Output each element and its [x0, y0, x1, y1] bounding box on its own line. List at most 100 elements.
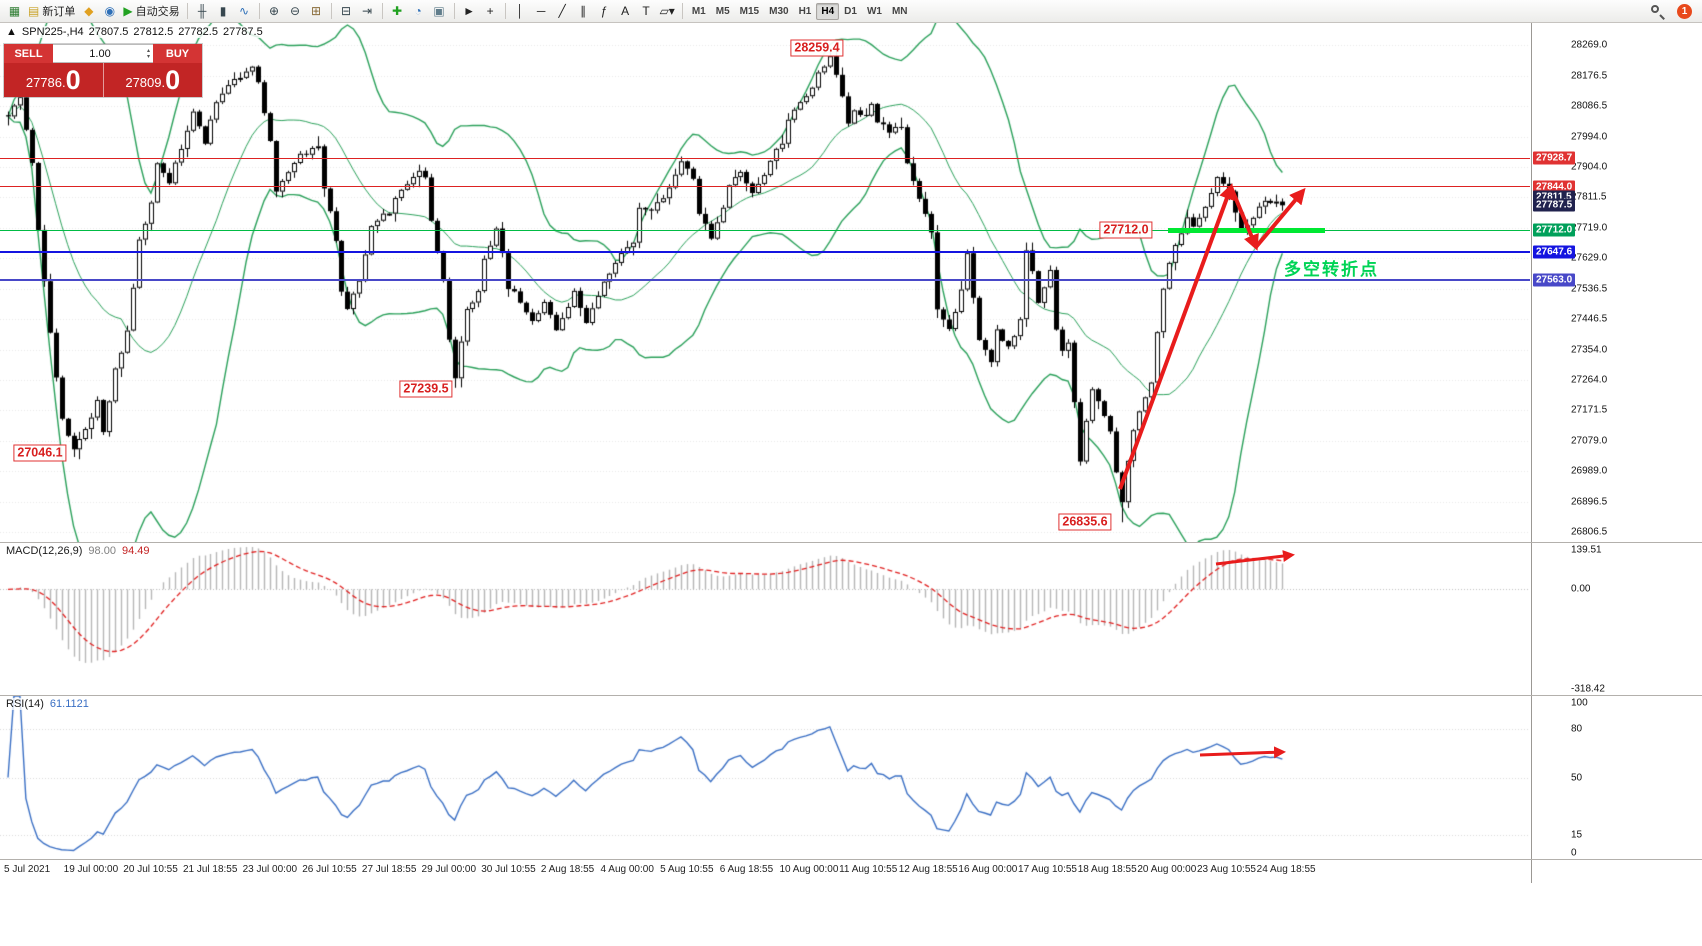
timeframe-mn[interactable]: MN: [891, 5, 908, 17]
price-hline[interactable]: [0, 229, 1530, 231]
time-axis-label: 30 Jul 10:55: [481, 864, 536, 875]
price-tag: 27844.0: [1533, 180, 1576, 193]
trendline-icon[interactable]: ╱: [553, 2, 572, 21]
timeframe-m15[interactable]: M15: [739, 5, 760, 17]
time-axis[interactable]: 5 Jul 2021 19 Jul 00:00 20 Jul 10:55 21 Jul…: [0, 860, 1530, 880]
timeframe-h1[interactable]: H1: [798, 5, 812, 17]
scale-label: 28176.5: [1571, 70, 1608, 82]
cursor-icon[interactable]: ►: [460, 2, 479, 21]
price-label-annotation[interactable]: 27712.0: [1099, 221, 1153, 239]
add-indicator-icon[interactable]: ✚: [388, 2, 407, 21]
market-watch-icon: ◉: [104, 4, 116, 18]
zoom-in-icon[interactable]: ⊕: [265, 2, 284, 21]
time-axis-label: 18 Aug 18:55: [1077, 864, 1137, 875]
chart-shift-icon[interactable]: ⇥: [358, 2, 377, 21]
text-icon[interactable]: A: [616, 2, 635, 21]
crosshair-icon[interactable]: +: [481, 2, 500, 21]
autotrading-button[interactable]: ▶ 自动交易: [121, 2, 181, 21]
scale-label: 0: [1571, 847, 1577, 859]
time-axis-label: 23 Aug 10:55: [1197, 864, 1256, 875]
label-icon[interactable]: T: [637, 2, 656, 21]
timeframe-w1[interactable]: W1: [866, 5, 882, 17]
buy-price-button[interactable]: 27809. 0: [102, 63, 203, 97]
market-watch-icon[interactable]: ◉: [100, 2, 119, 21]
new-chart-icon[interactable]: ▦: [5, 2, 24, 21]
line-chart-icon[interactable]: ∿: [235, 2, 254, 21]
channel-icon: ∥: [580, 4, 587, 18]
support-zone-line[interactable]: [1168, 227, 1325, 233]
time-axis-label: 21 Jul 18:55: [182, 864, 238, 875]
search-icon[interactable]: [1650, 4, 1665, 20]
tile-windows-icon: ⊞: [311, 4, 322, 18]
price-label-annotation[interactable]: 28259.4: [790, 39, 844, 57]
rsi-title: RSI(14): [6, 698, 44, 710]
auto-arrange-icon[interactable]: ⊟: [337, 2, 356, 21]
timeframe-m30[interactable]: M30: [769, 5, 789, 17]
notification-badge[interactable]: 1: [1677, 3, 1692, 19]
candlestick-chart-icon[interactable]: ▮: [214, 2, 233, 21]
volume-stepper[interactable]: 1.00 ▴ ▾: [53, 44, 153, 63]
fibonacci-icon[interactable]: ƒ: [595, 2, 614, 21]
autotrading-button-label: 自动交易: [135, 6, 180, 18]
time-axis-label: 20 Jul 10:55: [123, 864, 178, 875]
timeframe-d1[interactable]: D1: [844, 5, 857, 17]
price-label-annotation[interactable]: 26835.6: [1058, 513, 1112, 531]
price-tag: 27647.6: [1533, 245, 1576, 259]
price-hline[interactable]: [0, 279, 1530, 282]
macd-canvas[interactable]: [0, 543, 1530, 695]
save-picture-icon[interactable]: ▣: [430, 2, 449, 21]
macd-main-value: 98.00: [88, 545, 116, 557]
panel-divider[interactable]: [0, 542, 1702, 543]
candlestick-chart-icon: ▮: [219, 4, 227, 18]
scale-label: 0.00: [1571, 583, 1591, 595]
time-axis-label: 12 Aug 18:55: [898, 864, 958, 875]
text-icon: A: [621, 4, 630, 18]
horizontal-line-icon[interactable]: ─: [532, 2, 551, 21]
rsi-label: RSI(14) 61.1121: [4, 698, 91, 710]
scale-label: 26896.5: [1571, 496, 1608, 508]
sell-button[interactable]: SELL: [4, 44, 53, 63]
bar-chart-icon[interactable]: ╫: [193, 2, 212, 21]
time-axis-label: 19 Jul 00:00: [63, 864, 119, 875]
price-tag: 27787.5: [1533, 198, 1576, 212]
time-axis-label: 10 Aug 00:00: [779, 864, 839, 875]
timeframe-m1[interactable]: M1: [691, 5, 706, 17]
pivot-annotation[interactable]: 多空转折点: [1284, 260, 1379, 279]
price-hline[interactable]: [0, 186, 1530, 187]
scale-label: 80: [1571, 723, 1583, 735]
price-label-annotation[interactable]: 27046.1: [13, 444, 67, 462]
panel-divider[interactable]: [0, 695, 1702, 696]
scale-label: 27446.5: [1571, 313, 1608, 325]
timeframe-m5[interactable]: M5: [715, 5, 730, 17]
shapes-icon[interactable]: ▱▾: [658, 2, 677, 21]
mql5-community-icon[interactable]: ◆: [79, 2, 98, 21]
volume-spin-arrows[interactable]: ▴ ▾: [146, 47, 150, 60]
price-hline[interactable]: [0, 250, 1530, 253]
add-indicator-icon: ✚: [392, 4, 403, 18]
crosshair-icon: +: [486, 4, 494, 18]
vertical-line-icon[interactable]: │: [511, 2, 530, 21]
tile-windows-icon[interactable]: ⊞: [307, 2, 326, 21]
sell-price-button[interactable]: 27786. 0: [4, 63, 103, 97]
new-order-button[interactable]: ▤ 新订单: [26, 2, 77, 21]
bid-price-big-digit: 0: [65, 65, 81, 95]
buy-button[interactable]: BUY: [153, 44, 202, 63]
rsi-canvas[interactable]: [0, 696, 1530, 859]
toolbar-separator: [681, 3, 683, 19]
zoom-out-icon[interactable]: ⊖: [286, 2, 305, 21]
price-chart-canvas[interactable]: [0, 23, 1530, 542]
scale-label: 27079.0: [1571, 435, 1608, 447]
timeframe-h4[interactable]: H4: [816, 2, 840, 20]
toolbar-separator: [186, 3, 188, 19]
volume-value[interactable]: 1.00: [89, 47, 111, 60]
price-label-annotation[interactable]: 27239.5: [399, 380, 453, 398]
panel-collapse-arrow[interactable]: ▲: [6, 26, 17, 38]
channel-icon[interactable]: ∥: [574, 2, 593, 21]
price-hline[interactable]: [0, 157, 1530, 159]
period-icon[interactable]: ◔: [409, 2, 428, 21]
toolbar-separator: [330, 3, 332, 19]
price-scale[interactable]: 28269.0 28176.5 28086.5 27994.0 27904.0 27811…: [1531, 23, 1702, 883]
rsi-value: 61.1121: [49, 698, 89, 710]
time-axis-label: 16 Aug 00:00: [958, 864, 1018, 875]
scale-label: 15: [1571, 829, 1583, 841]
